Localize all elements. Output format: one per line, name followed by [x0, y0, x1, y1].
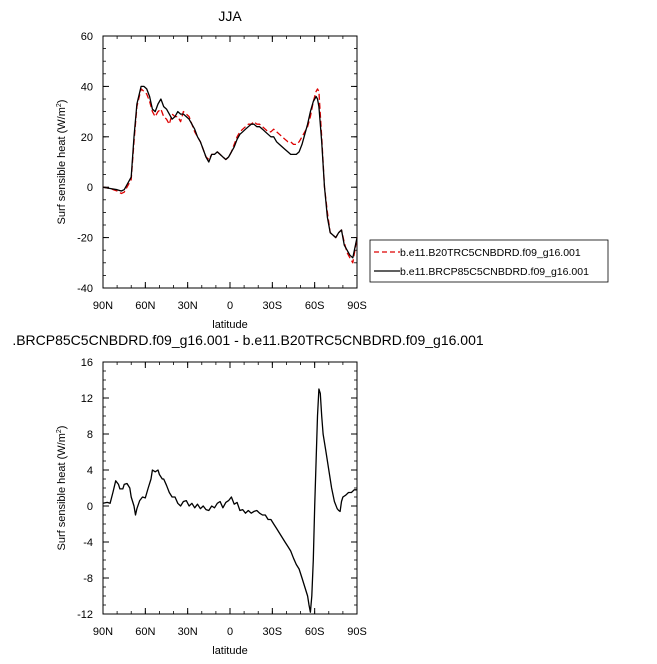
series-line-0	[102, 388, 357, 613]
top-panel-x-axis-label: latitude	[212, 319, 247, 331]
y-tick-label: 0	[87, 182, 93, 194]
bottom-panel-title: .BRCP85C5CNBDRD.f09_g16.001 - b.e11.B20T…	[12, 332, 484, 348]
top-panel-y-axis-label: Surf sensible heat (W/m2)	[56, 100, 68, 225]
x-tick-label: 90S	[347, 626, 367, 638]
x-tick-label: 90S	[347, 300, 367, 312]
bottom-panel-plot-area: -12 -8 -4 0 4 8 12 16 90N 60N 30N 0 30S 60S 90S	[77, 357, 367, 638]
y-tick-label: -12	[77, 609, 93, 621]
y-tick-label: 20	[81, 132, 93, 144]
x-tick-label: 90N	[93, 300, 113, 312]
x-tick-label: 60S	[305, 626, 325, 638]
y-label-main: Surf sensible heat (W/m	[56, 107, 68, 224]
legend: b.e11.B20TRC5CNBDRD.f09_g16.001 b.e11.BR…	[369, 239, 609, 283]
bottom-panel: .BRCP85C5CNBDRD.f09_g16.001 - b.e11.B20T…	[12, 332, 484, 657]
x-tick-label: 60S	[305, 300, 325, 312]
y-tick-label: 8	[87, 429, 93, 441]
y-label-main: Surf sensible heat (W/m	[56, 433, 68, 550]
x-tick-label: 30N	[178, 300, 198, 312]
y-label-close: )	[56, 426, 68, 430]
series-line-1	[102, 85, 358, 259]
series-line-0	[102, 88, 358, 264]
y-tick-label: 0	[87, 501, 93, 513]
x-tick-label: 60N	[135, 626, 155, 638]
y-tick-label: -8	[83, 573, 93, 585]
y-label-close: )	[56, 100, 68, 104]
x-tick-label: 30S	[263, 626, 283, 638]
y-tick-label: -20	[77, 233, 93, 245]
y-tick-label: 12	[81, 393, 93, 405]
y-tick-label: 16	[81, 357, 93, 369]
bottom-panel-y-axis-label: Surf sensible heat (W/m2)	[56, 426, 68, 551]
x-tick-label: 30S	[263, 300, 283, 312]
x-tick-label: 60N	[135, 300, 155, 312]
y-label-superscript: 2	[56, 103, 63, 107]
x-tick-label: 0	[227, 300, 233, 312]
top-panel: JJA -40 -20 0 20 40 60 90N 60N 30N 0 30S 60S 90S lat…	[56, 8, 367, 331]
x-tick-label: 0	[227, 626, 233, 638]
y-tick-label: -40	[77, 283, 93, 295]
y-tick-label: 40	[81, 81, 93, 93]
y-label-superscript: 2	[56, 429, 63, 433]
legend-label-historical: b.e11.B20TRC5CNBDRD.f09_g16.001	[400, 247, 581, 259]
legend-label-rcp85: b.e11.BRCP85C5CNBDRD.f09_g16.001	[400, 266, 589, 278]
y-tick-label: -4	[83, 537, 93, 549]
legend-box	[369, 239, 609, 283]
y-tick-label: 4	[87, 465, 93, 477]
bottom-panel-x-axis-label: latitude	[212, 645, 247, 657]
x-tick-label: 30N	[178, 626, 198, 638]
top-panel-title: JJA	[218, 8, 242, 24]
x-tick-label: 90N	[93, 626, 113, 638]
top-panel-plot-area: -40 -20 0 20 40 60 90N 60N 30N 0 30S 60S 90S	[77, 31, 367, 312]
y-tick-label: 60	[81, 31, 93, 43]
plot-frame	[102, 35, 358, 289]
